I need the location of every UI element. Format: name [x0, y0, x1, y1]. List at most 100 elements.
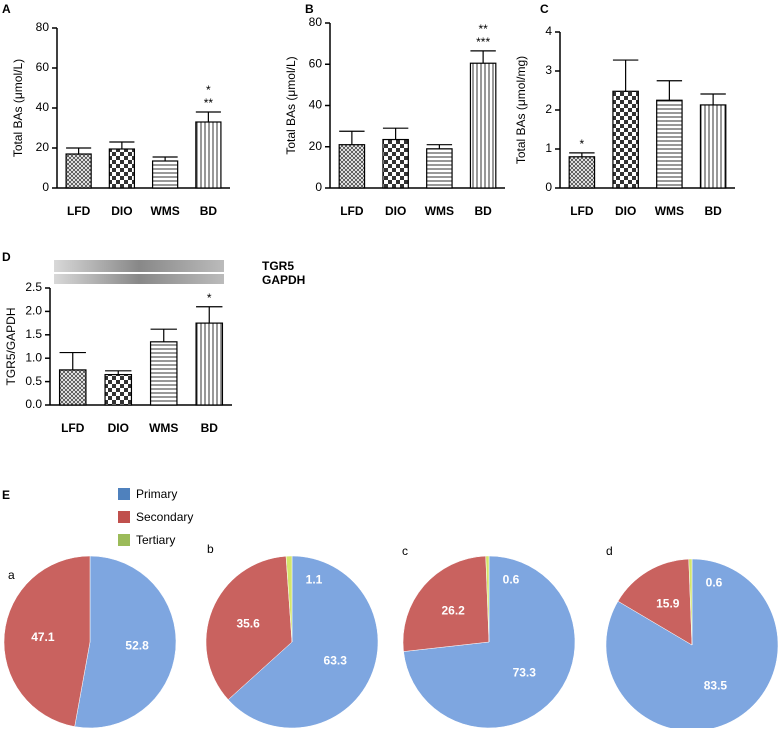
- y-tick-label: 2.5: [25, 280, 42, 294]
- y-tick-label: 40: [36, 100, 50, 114]
- x-tick-label: BD: [704, 204, 722, 218]
- data-label: 47.1: [31, 630, 55, 644]
- y-tick-label: 1.5: [25, 327, 42, 341]
- panel-label: A: [2, 2, 11, 16]
- error-bar: [59, 351, 86, 370]
- error-bar: [109, 141, 135, 149]
- bar: [65, 153, 92, 189]
- data-label: 63.3: [324, 653, 348, 667]
- error-bar: [339, 130, 365, 145]
- significance: **: [204, 96, 214, 110]
- pie-slice: [285, 555, 293, 643]
- blot-label: TGR5: [262, 259, 294, 273]
- significance: ***: [476, 35, 490, 49]
- data-label: 83.5: [704, 678, 728, 692]
- y-tick-label: 1: [545, 141, 552, 155]
- legend-swatch: [118, 534, 130, 546]
- data-label: 35.6: [236, 616, 260, 630]
- error-bar: [105, 370, 132, 375]
- panel-label: E: [2, 488, 10, 502]
- x-tick-label: WMS: [149, 421, 178, 435]
- error-bar: [196, 306, 223, 324]
- error-bar: [700, 93, 726, 105]
- y-tick-label: 20: [36, 140, 50, 154]
- legend-label: Primary: [136, 487, 177, 501]
- bar: [469, 62, 497, 189]
- significance: *: [206, 83, 211, 97]
- legend-label: Secondary: [136, 510, 193, 524]
- legend-label: Tertiary: [136, 533, 175, 547]
- y-tick-label: 60: [309, 56, 323, 70]
- y-tick-label: 0: [42, 180, 49, 194]
- legend-swatch: [118, 488, 130, 500]
- significance: **: [478, 22, 488, 36]
- pie-slice: [688, 558, 693, 646]
- y-tick-label: 20: [309, 139, 323, 153]
- data-label: 52.8: [125, 638, 149, 652]
- x-tick-label: BD: [200, 204, 218, 218]
- pie-slice: [205, 555, 293, 701]
- y-axis-label: Total BAs (μmol/L): [11, 59, 25, 157]
- pie-slice: [485, 555, 490, 643]
- panel-label: C: [540, 2, 549, 16]
- significance: *: [207, 291, 212, 305]
- bar: [58, 369, 87, 406]
- x-tick-label: LFD: [570, 204, 594, 218]
- pie-title: d: [606, 544, 613, 558]
- error-bar: [382, 127, 409, 140]
- data-label: 15.9: [656, 597, 680, 611]
- x-tick-label: BD: [201, 421, 219, 435]
- data-label: 1.1: [306, 572, 323, 586]
- x-tick-label: WMS: [425, 204, 454, 218]
- panel-label: D: [2, 250, 11, 264]
- bar: [338, 144, 366, 189]
- blot-label: GAPDH: [262, 273, 305, 287]
- bar: [612, 90, 639, 189]
- y-axis-label: Total BAs (μmol/L): [284, 56, 298, 154]
- bar: [151, 160, 179, 189]
- bar: [149, 341, 178, 406]
- panel-label: B: [305, 2, 314, 16]
- y-tick-label: 2: [545, 102, 552, 116]
- pie-title: b: [207, 542, 214, 556]
- pie-slice: [617, 558, 693, 646]
- legend-swatch: [118, 511, 130, 523]
- pie-title: c: [402, 544, 408, 558]
- error-bar: [569, 152, 595, 157]
- y-tick-label: 80: [36, 20, 50, 34]
- x-tick-label: DIO: [108, 421, 129, 435]
- bar: [699, 104, 727, 189]
- y-tick-label: 60: [36, 60, 50, 74]
- data-label: 73.3: [513, 666, 537, 680]
- error-bar: [612, 59, 639, 92]
- y-tick-label: 4: [545, 24, 552, 38]
- data-label: 0.6: [503, 572, 520, 586]
- bar: [656, 99, 683, 189]
- x-tick-label: DIO: [111, 204, 132, 218]
- y-tick-label: 2.0: [25, 304, 42, 318]
- y-tick-label: 0: [545, 180, 552, 194]
- error-bar: [150, 328, 177, 342]
- bar: [382, 138, 409, 189]
- pie-slice: [3, 555, 91, 727]
- data-label: 0.6: [706, 575, 723, 589]
- blot-tgr5: [54, 260, 224, 272]
- pie-slice: [402, 555, 490, 652]
- significance: *: [580, 137, 585, 151]
- x-tick-label: DIO: [385, 204, 406, 218]
- y-tick-label: 80: [309, 15, 323, 29]
- bar: [195, 322, 224, 406]
- y-tick-label: 0.0: [25, 397, 42, 411]
- bar: [195, 121, 222, 189]
- x-tick-label: LFD: [340, 204, 364, 218]
- error-bar: [152, 156, 178, 161]
- bar: [108, 148, 136, 189]
- pie-slice: [227, 555, 379, 729]
- y-tick-label: 40: [309, 98, 323, 112]
- error-bar: [470, 50, 496, 64]
- x-tick-label: LFD: [67, 204, 91, 218]
- x-tick-label: WMS: [150, 204, 179, 218]
- x-tick-label: DIO: [615, 204, 636, 218]
- pie-slice: [403, 555, 576, 729]
